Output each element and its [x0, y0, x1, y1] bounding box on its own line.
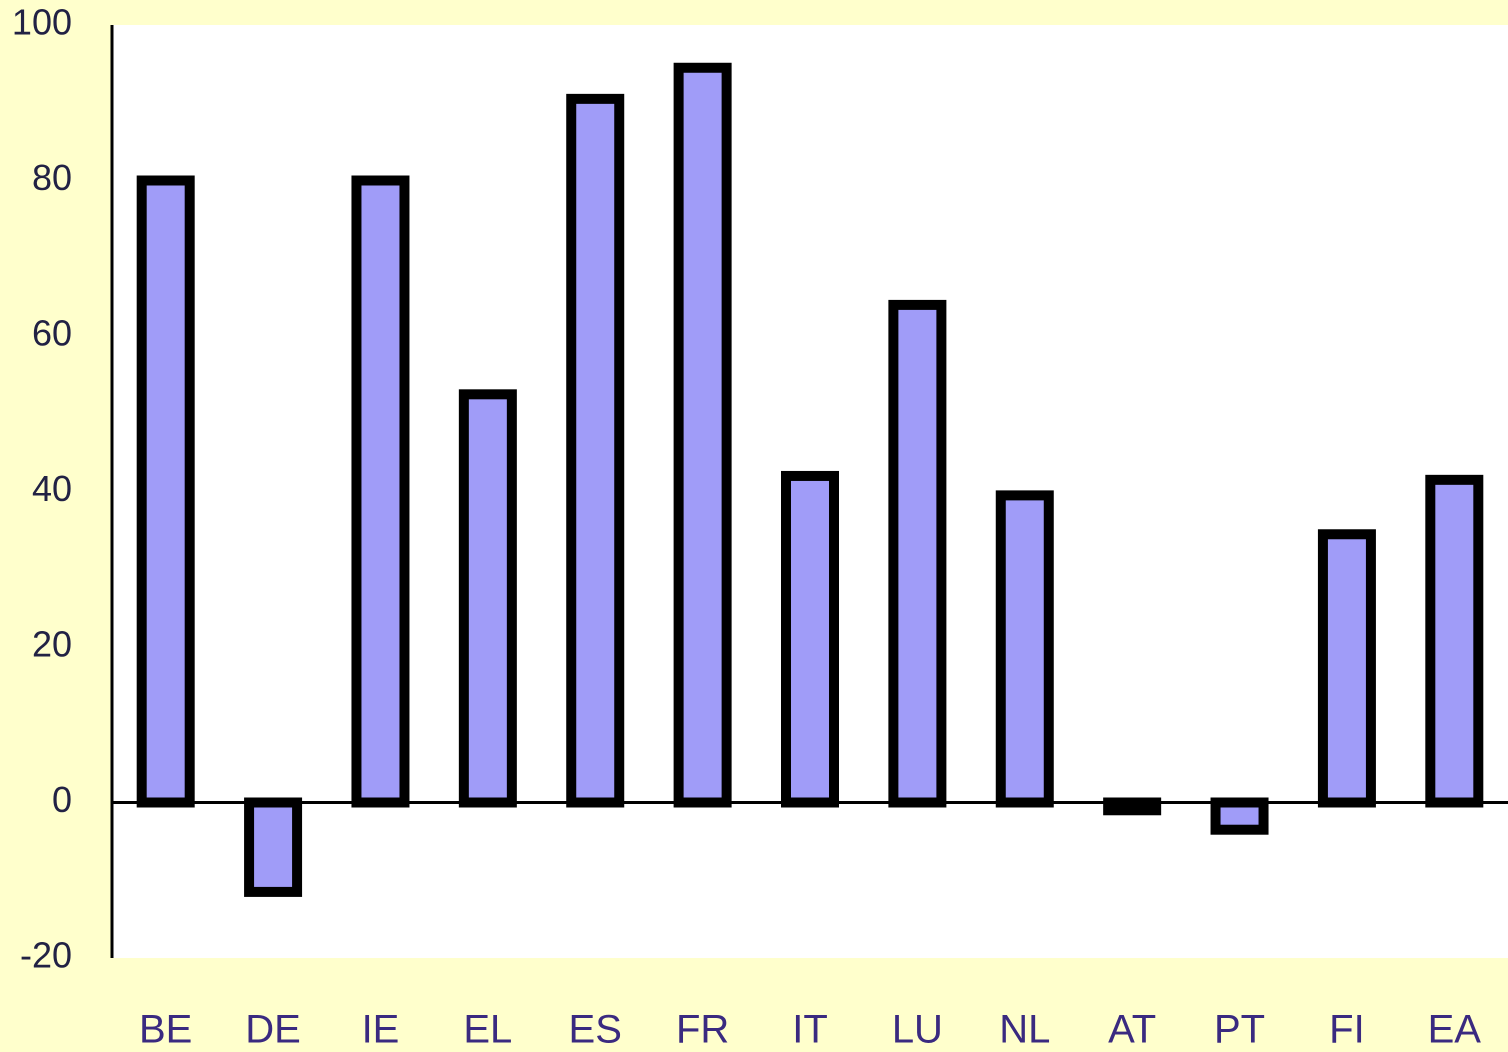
y-tick-label: -20: [20, 935, 72, 976]
y-tick-label: 0: [52, 779, 72, 820]
y-tick-label: 60: [32, 313, 72, 354]
y-tick-label: 20: [32, 624, 72, 665]
y-tick-label: 40: [32, 468, 72, 509]
x-tick-label: FI: [1329, 1008, 1365, 1052]
y-tick-label: 100: [12, 2, 72, 43]
bar: [136, 175, 195, 808]
x-tick-label: DE: [245, 1008, 301, 1052]
x-tick-label: IT: [792, 1008, 828, 1052]
y-tick-label: 80: [32, 157, 72, 198]
x-tick-label: LU: [892, 1008, 943, 1052]
bar: [566, 93, 625, 808]
x-tick-label: EL: [463, 1008, 512, 1052]
bar: [244, 797, 303, 897]
x-tick-label: IE: [362, 1008, 400, 1052]
bar: [1317, 529, 1376, 808]
bar: [673, 62, 732, 808]
bar: [458, 389, 517, 808]
x-tick-label: BE: [139, 1008, 192, 1052]
x-tick-label: AT: [1108, 1008, 1156, 1052]
bar: [1210, 797, 1269, 835]
x-tick-label: FR: [676, 1008, 729, 1052]
bar: [351, 175, 410, 808]
bar: [995, 490, 1054, 808]
x-tick-label: ES: [569, 1008, 622, 1052]
x-tick-label: EA: [1428, 1008, 1482, 1052]
bar: [781, 470, 839, 808]
bar: [1425, 474, 1484, 808]
x-tick-label: NL: [999, 1008, 1050, 1052]
x-tick-label: PT: [1214, 1008, 1265, 1052]
bar: [888, 299, 947, 808]
